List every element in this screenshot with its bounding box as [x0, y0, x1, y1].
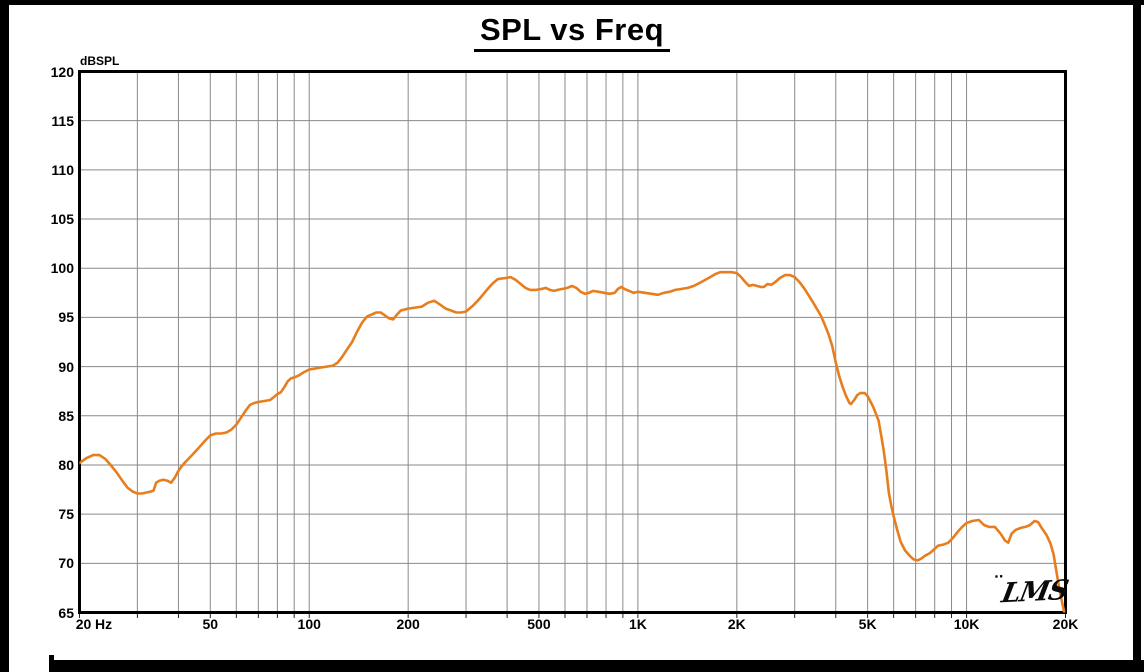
x-tick-label-10K: 10K	[953, 616, 980, 632]
chart-title: SPL vs Freq	[473, 12, 671, 52]
spl-response-curve	[79, 270, 1066, 613]
x-tick-label-100: 100	[297, 616, 321, 632]
x-tick-label-50: 50	[202, 616, 219, 632]
y-tick-label-115: 115	[51, 112, 74, 129]
lms-logo: ¨ LMS	[995, 570, 1071, 612]
window-border-left	[0, 0, 9, 672]
y-tick-label-85: 85	[58, 407, 74, 424]
y-tick-label-95: 95	[58, 309, 74, 326]
bottom-panel-divider	[49, 655, 54, 661]
x-axis-unit-label: Hz	[95, 616, 113, 632]
x-tick-label-20: 20	[75, 616, 92, 632]
y-tick-label-90: 90	[58, 358, 74, 375]
x-tick-label-2K: 2K	[727, 616, 746, 632]
y-tick-label-70: 70	[58, 555, 74, 572]
bottom-panel-edge	[49, 660, 1144, 672]
x-tick-label-20K: 20K	[1052, 616, 1079, 632]
x-tick-label-1K: 1K	[628, 616, 647, 632]
y-axis-unit-label: dBSPL	[80, 54, 120, 68]
lms-logo-text: LMS	[998, 574, 1071, 610]
y-tick-label-80: 80	[58, 456, 74, 473]
window-border-top	[0, 0, 1144, 5]
x-tick-label-200: 200	[396, 616, 420, 632]
x-tick-label-500: 500	[527, 616, 551, 632]
y-tick-label-75: 75	[58, 506, 74, 523]
y-tick-label-120: 120	[50, 63, 74, 80]
y-tick-label-105: 105	[50, 211, 74, 228]
x-tick-label-5K: 5K	[858, 616, 877, 632]
plot-frame	[78, 70, 1067, 614]
y-tick-label-110: 110	[51, 161, 74, 178]
window-border-right	[1133, 0, 1141, 672]
y-tick-label-65: 65	[58, 604, 74, 621]
chart-title-row: SPL vs Freq	[0, 12, 1144, 52]
y-tick-label-100: 100	[50, 260, 74, 277]
